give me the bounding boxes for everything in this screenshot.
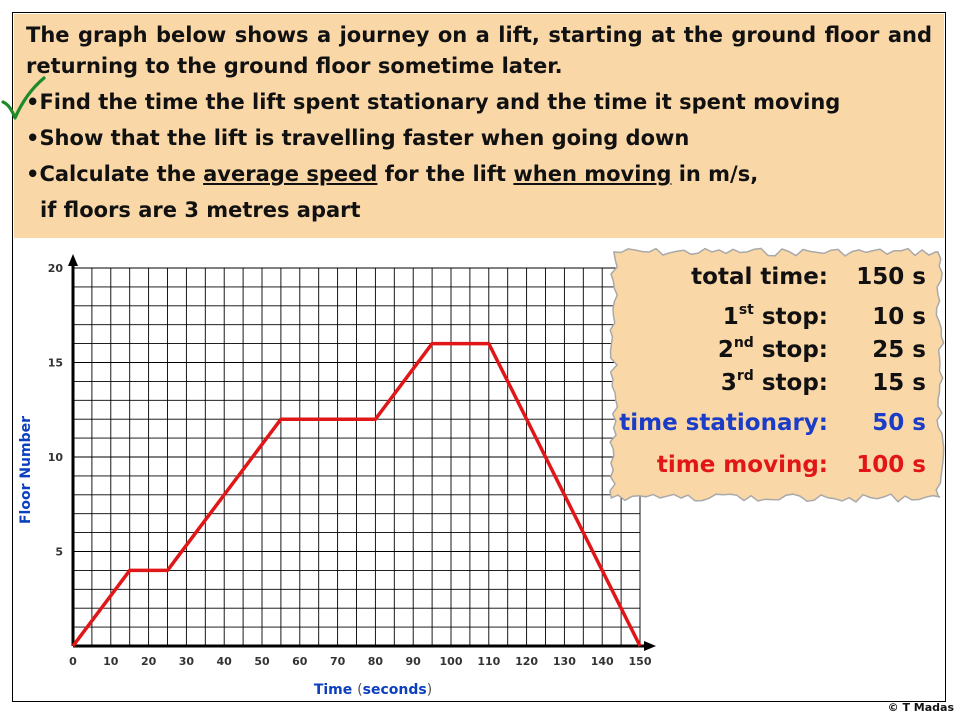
x-tick-label: 50 <box>254 655 270 668</box>
chart-axes <box>68 254 656 651</box>
stop-1-value: 10 s <box>872 304 926 330</box>
y-tick-label: 5 <box>55 546 63 559</box>
time-stationary-value: 50 s <box>872 410 926 436</box>
x-tick-label: 40 <box>217 655 233 668</box>
x-tick-label: 30 <box>179 655 195 668</box>
question-panel: The graph below shows a journey on a lif… <box>14 14 944 238</box>
results-panel: total time: 150 s 1st stop: 10 s 2nd sto… <box>608 246 946 504</box>
checkmark-icon <box>1 76 46 120</box>
total-time-value: 150 s <box>856 264 926 290</box>
time-moving-label: time moving: <box>656 452 828 478</box>
y-tick-label: 10 <box>48 451 64 464</box>
x-tick-label: 10 <box>103 655 119 668</box>
y-axis-arrow <box>68 254 78 266</box>
bullet-3-post: in m/s, <box>671 162 759 186</box>
x-tick-label: 110 <box>477 655 500 668</box>
average-speed-underlined: average speed <box>203 162 378 186</box>
lift-journey-line <box>71 341 642 648</box>
x-tick-label: 90 <box>406 655 422 668</box>
question-bullet-3: •Calculate the average speed for the lif… <box>26 162 759 186</box>
results-panel-bg <box>609 247 945 503</box>
question-bullet-2: •Show that the lift is travelling faster… <box>26 126 690 150</box>
question-bullet-1: •Find the time the lift spent stationary… <box>26 90 841 114</box>
x-axis-arrow <box>644 641 656 651</box>
chart-grid <box>73 267 641 646</box>
x-tick-label: 0 <box>69 655 77 668</box>
stop-2-value: 25 s <box>872 337 926 363</box>
chart-tick-labels: 0 10 20 30 40 50 60 70 80 90 100 110 120 130 140 150 5 10… <box>48 262 652 668</box>
x-tick-label: 20 <box>141 655 157 668</box>
x-tick-label: 80 <box>368 655 384 668</box>
stop-3-label: 3rd stop: <box>720 368 828 396</box>
y-axis-title: Floor Number <box>18 416 34 524</box>
x-tick-label: 100 <box>440 655 463 668</box>
question-bullet-3-continued: if floors are 3 metres apart <box>40 198 361 222</box>
total-time-label: total time: <box>691 264 828 290</box>
time-moving-value: 100 s <box>856 452 926 478</box>
x-tick-label: 150 <box>629 655 652 668</box>
x-tick-label: 130 <box>553 655 576 668</box>
bullet-3-mid: for the lift <box>377 162 514 186</box>
x-tick-label: 70 <box>330 655 346 668</box>
slide-frame <box>12 12 946 702</box>
bullet-2-text: Show that the lift is travelling faster … <box>39 126 690 150</box>
bullet-1-text: Find the time the lift spent stationary … <box>39 90 841 114</box>
stop-1-label: 1st stop: <box>722 302 828 330</box>
when-moving-underlined: when moving <box>513 162 672 186</box>
stop-3-value: 15 s <box>872 370 926 396</box>
x-tick-label: 140 <box>591 655 614 668</box>
x-tick-label: 120 <box>515 655 538 668</box>
x-tick-label: 60 <box>292 655 308 668</box>
bullet-3-pre: Calculate the <box>39 162 204 186</box>
copyright-notice: © T Madas <box>887 701 954 714</box>
y-tick-label: 20 <box>48 262 64 275</box>
x-axis-title: Time (seconds) <box>314 682 432 698</box>
question-intro: The graph below shows a journey on a lif… <box>26 23 932 78</box>
chart-series <box>71 341 642 648</box>
time-stationary-label: time stationary: <box>619 410 828 436</box>
stop-2-label: 2nd stop: <box>717 335 828 363</box>
y-tick-label: 15 <box>48 357 63 370</box>
